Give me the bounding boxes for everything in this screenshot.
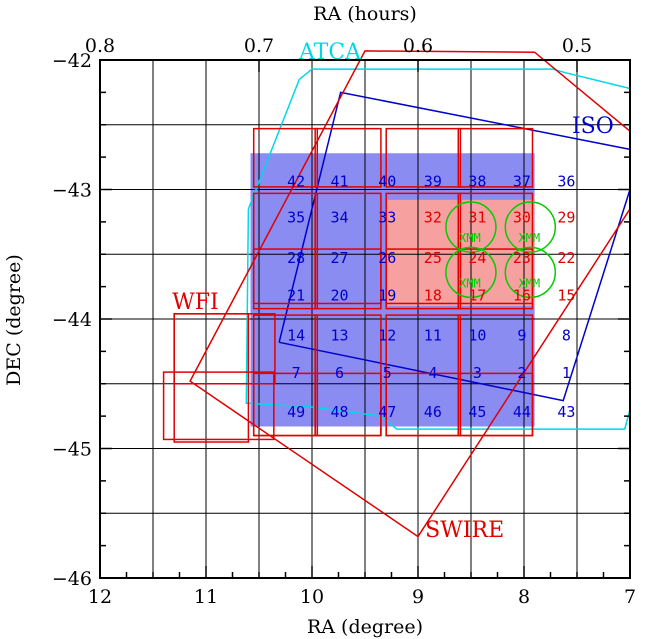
field-label: 15 (557, 286, 575, 304)
field-label: 20 (331, 286, 349, 304)
axes-layer: 12 11 10 9 8 7−42−43−44−45−460.8 0.7 0.6 0.5 (52, 35, 636, 608)
wfi-pointing (173, 313, 250, 443)
field-label: 27 (331, 249, 349, 267)
field-label: 1 (562, 364, 571, 382)
xmm-label: XMM (518, 231, 540, 245)
field-label: 33 (378, 209, 396, 227)
field-label: 5 (383, 364, 392, 382)
wfi-pointing (385, 127, 462, 188)
wfi-pointing (314, 372, 382, 437)
xmm-circle (504, 246, 557, 299)
y-tick-label: −42 (52, 50, 92, 72)
field-label: 16 (513, 286, 531, 304)
field-label: 49 (287, 403, 305, 421)
x-tick-label: 9 (412, 586, 424, 608)
field-label: 39 (424, 172, 442, 190)
x-axis-label: RA (degree) (307, 616, 423, 638)
region-label: WFI (172, 290, 219, 315)
region-label: ISO (572, 114, 614, 139)
iso-outline (278, 91, 631, 343)
field-label: 43 (557, 403, 575, 421)
x-tick-label: 11 (194, 586, 218, 608)
field-label: 37 (513, 172, 531, 190)
field-label: 28 (287, 249, 305, 267)
field-label: 18 (424, 286, 442, 304)
wfi-pointing (314, 248, 382, 310)
field-label: 45 (468, 403, 486, 421)
field-label: 48 (331, 403, 349, 421)
wfi-pointing (252, 248, 319, 310)
field-label: 42 (287, 172, 305, 190)
field-label: 26 (378, 249, 396, 267)
field-label: 2 (517, 364, 526, 382)
xmm-label: XMM (518, 276, 540, 290)
wfi-pointing (252, 372, 319, 437)
iso-outline (278, 189, 631, 402)
field-label: 23 (513, 249, 531, 267)
field-label: 14 (287, 327, 305, 345)
y-tick-label: −46 (52, 568, 92, 590)
wfi-pointing (457, 127, 534, 188)
atca-outline (247, 68, 631, 210)
field-label: 38 (468, 172, 486, 190)
field-label: 8 (562, 327, 571, 345)
field-label: 3 (473, 364, 482, 382)
top-tick-label: 0.7 (244, 35, 274, 57)
field-label: 29 (557, 209, 575, 227)
grid-layer (100, 60, 630, 578)
field-label: 31 (468, 209, 486, 227)
xmm-circle (445, 201, 497, 253)
wfi-pointing (457, 248, 534, 310)
x-tick-label: 8 (518, 586, 530, 608)
field-label: 24 (468, 249, 486, 267)
region-label: ATCA (298, 40, 362, 65)
field-label: 35 (287, 209, 305, 227)
wfi-pointing (457, 372, 534, 437)
region-label: SWIRE (425, 518, 504, 543)
field-label: 11 (424, 327, 442, 345)
field-label: 10 (468, 327, 486, 345)
field-label: 32 (424, 209, 442, 227)
field-label: 22 (557, 249, 575, 267)
field-label: 25 (424, 249, 442, 267)
x-tick-label: 7 (624, 586, 636, 608)
field-label: 44 (513, 403, 531, 421)
field-label: 34 (331, 209, 349, 227)
y-tick-label: −45 (52, 439, 92, 461)
field-label: 30 (513, 209, 531, 227)
top-tick-label: 0.5 (562, 35, 592, 57)
xmm-circle (445, 246, 497, 299)
top-axis-label: RA (hours) (313, 3, 417, 25)
wfi-pointing (162, 371, 275, 441)
field-label: 17 (468, 286, 486, 304)
wfi-pointing (385, 372, 462, 437)
field-label: 19 (378, 286, 396, 304)
field-label: 47 (378, 403, 396, 421)
field-label: 6 (335, 364, 344, 382)
x-tick-label: 12 (88, 586, 112, 608)
top-tick-label: 0.6 (403, 35, 433, 57)
field-label: 13 (331, 327, 349, 345)
top-tick-label: 0.8 (85, 35, 115, 57)
field-label: 12 (378, 327, 396, 345)
xmm-circle (504, 201, 557, 253)
wfi-pointing (252, 127, 319, 188)
y-axis-label: DEC (degree) (3, 254, 25, 386)
field-label: 40 (378, 172, 396, 190)
xmm-label: XMM (459, 231, 481, 245)
field-label: 9 (517, 327, 526, 345)
wfi-pointing (314, 127, 382, 188)
xmm-label: XMM (459, 276, 481, 290)
y-tick-label: −43 (52, 180, 92, 202)
field-label: 46 (424, 403, 442, 421)
x-tick-label: 10 (300, 586, 324, 608)
field-label: 21 (287, 286, 305, 304)
field-label: 36 (557, 172, 575, 190)
field-label: 7 (292, 364, 301, 382)
wfi-pointing (385, 248, 462, 310)
field-label: 41 (331, 172, 349, 190)
field-label: 4 (428, 364, 437, 382)
y-tick-label: −44 (52, 309, 92, 331)
